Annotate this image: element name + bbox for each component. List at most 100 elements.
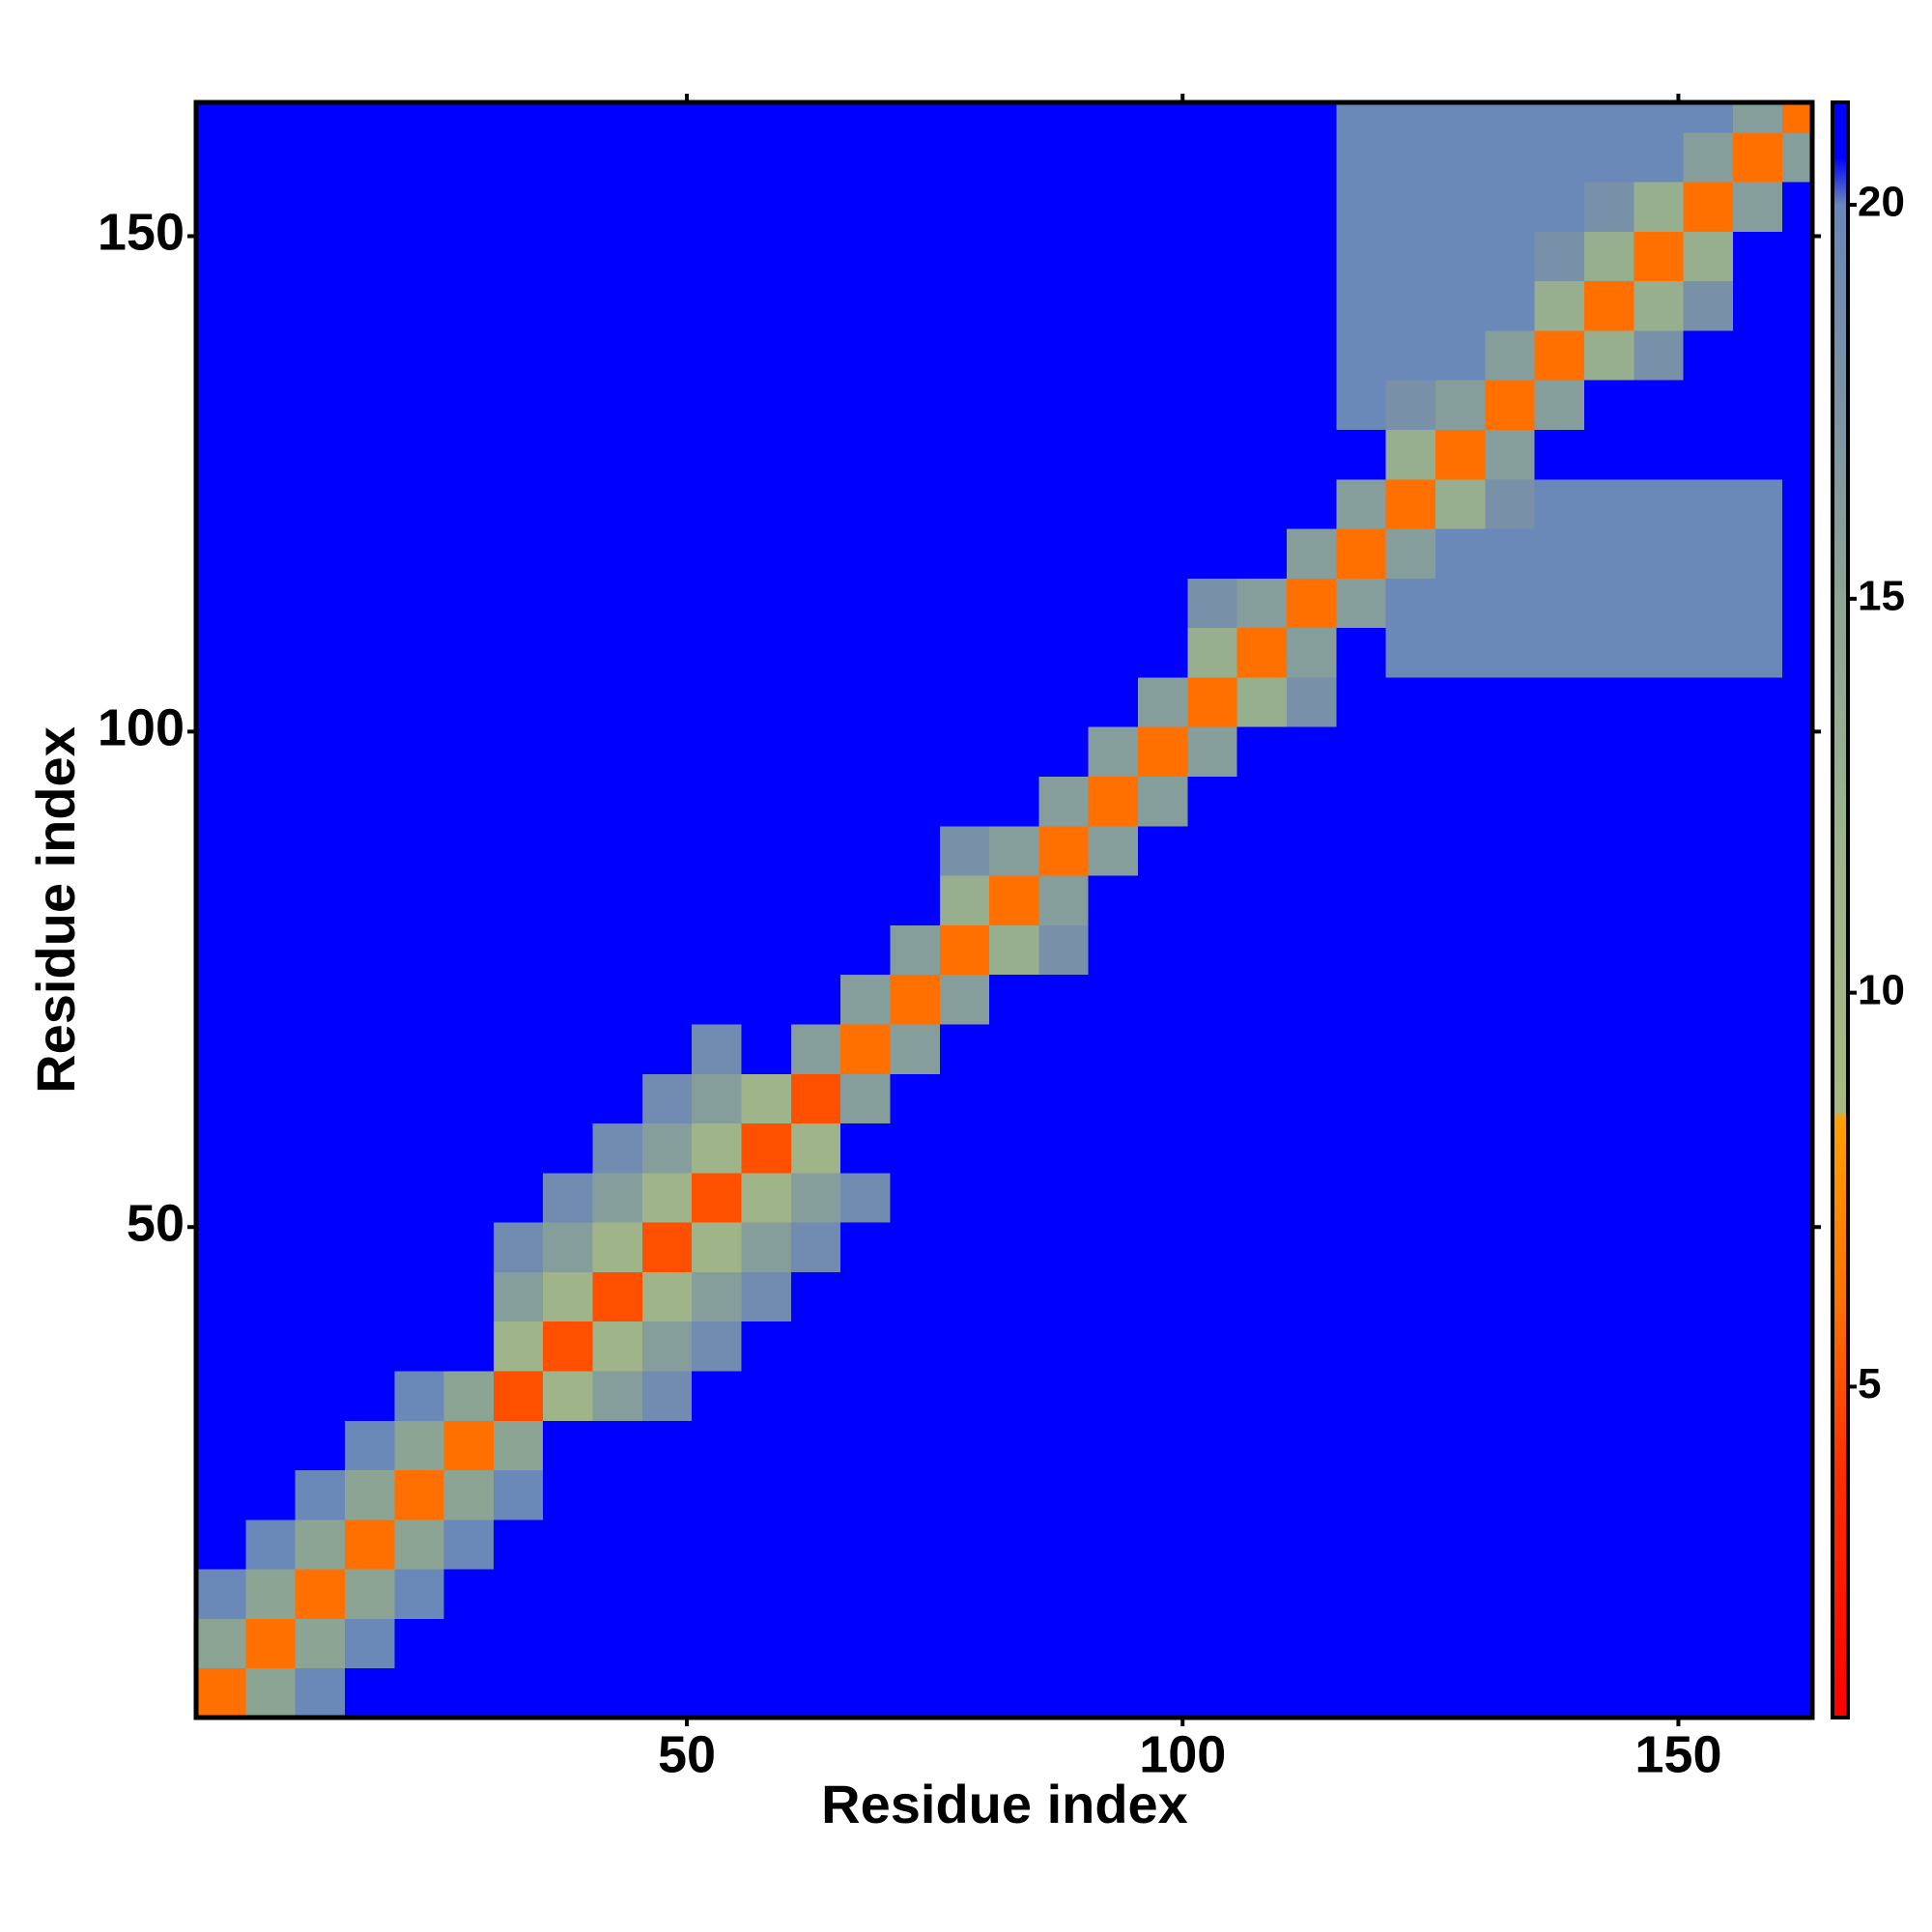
heatmap-cell xyxy=(1038,231,1090,282)
heatmap-cell xyxy=(1138,1519,1188,1570)
heatmap-cell xyxy=(989,429,1039,480)
heatmap-cell xyxy=(641,825,693,876)
heatmap-cell xyxy=(692,776,743,827)
heatmap-cell xyxy=(790,280,841,331)
heatmap-cell xyxy=(641,1271,693,1322)
heatmap-cell xyxy=(1782,1073,1813,1124)
heatmap-cell xyxy=(592,776,643,827)
heatmap-cell xyxy=(1634,924,1685,976)
heatmap-cell xyxy=(245,1321,297,1372)
heatmap-cell xyxy=(1236,1023,1288,1074)
heatmap-cell xyxy=(1435,1370,1486,1421)
heatmap-cell xyxy=(1236,429,1288,480)
heatmap-cell xyxy=(1385,102,1436,133)
heatmap-cell xyxy=(1385,776,1436,827)
heatmap-cell xyxy=(1336,1073,1387,1124)
heatmap-cell xyxy=(245,182,297,232)
heatmap-cell xyxy=(1336,1569,1387,1619)
heatmap-cell xyxy=(692,825,743,876)
heatmap-cell xyxy=(196,578,246,629)
heatmap-cell xyxy=(344,578,395,629)
heatmap-cell xyxy=(1236,974,1288,1025)
heatmap-cell xyxy=(493,776,544,827)
heatmap-cell xyxy=(394,627,445,678)
heatmap-cell xyxy=(493,380,544,431)
heatmap-cell xyxy=(1088,578,1139,629)
heatmap-cell xyxy=(989,231,1039,282)
heatmap-cell xyxy=(196,1023,246,1074)
heatmap-cell xyxy=(245,231,297,282)
heatmap-cell xyxy=(295,1667,346,1719)
heatmap-cell xyxy=(1485,1519,1536,1570)
heatmap-cell xyxy=(1634,528,1685,579)
heatmap-cell xyxy=(1435,231,1486,282)
heatmap-cell xyxy=(295,182,346,232)
heatmap-cell xyxy=(1187,1271,1238,1322)
heatmap-cell xyxy=(1236,726,1288,778)
heatmap-cell xyxy=(493,1667,544,1719)
heatmap-cell xyxy=(1088,1073,1139,1124)
heatmap-cell xyxy=(741,578,792,629)
heatmap-cell xyxy=(295,1321,346,1372)
heatmap-cell xyxy=(939,1222,990,1272)
heatmap-cell xyxy=(1683,528,1734,579)
heatmap-cell xyxy=(1534,974,1585,1025)
heatmap-cell xyxy=(1287,1519,1337,1570)
heatmap-cell xyxy=(1782,875,1813,925)
heatmap-cell xyxy=(196,329,246,381)
heatmap-cell xyxy=(493,231,544,282)
heatmap-cell xyxy=(1336,1420,1387,1471)
heatmap-cell xyxy=(1782,578,1813,629)
heatmap-cell xyxy=(1583,875,1634,925)
heatmap-cell xyxy=(1634,1321,1685,1372)
heatmap-cell xyxy=(1683,825,1734,876)
heatmap-cell xyxy=(840,528,891,579)
heatmap-cell xyxy=(989,280,1039,331)
heatmap-cell xyxy=(1732,478,1783,529)
heatmap-cell xyxy=(1088,1667,1139,1719)
heatmap-cell xyxy=(692,1618,743,1669)
heatmap-cell xyxy=(1583,182,1634,232)
heatmap-cell xyxy=(890,1569,941,1619)
heatmap-cell xyxy=(890,875,941,925)
heatmap-cell xyxy=(1782,1420,1813,1471)
heatmap-cell xyxy=(890,182,941,232)
heatmap-cell xyxy=(1583,1271,1634,1322)
heatmap-cell xyxy=(840,726,891,778)
heatmap-cell xyxy=(1732,1321,1783,1372)
heatmap-cell xyxy=(1287,478,1337,529)
heatmap-cell xyxy=(989,578,1039,629)
heatmap-cell xyxy=(1088,875,1139,925)
heatmap-cell xyxy=(989,1172,1039,1223)
heatmap-cell xyxy=(295,825,346,876)
heatmap-cell xyxy=(641,1667,693,1719)
heatmap-cell xyxy=(989,1469,1039,1520)
heatmap-cell xyxy=(1634,280,1685,331)
heatmap-cell xyxy=(1138,1122,1188,1174)
heatmap-cell xyxy=(1038,1172,1090,1223)
heatmap-cell xyxy=(443,1469,495,1520)
heatmap-cell xyxy=(1088,131,1139,183)
heatmap-cell xyxy=(1534,478,1585,529)
heatmap-cell xyxy=(840,1667,891,1719)
heatmap-cell xyxy=(1634,329,1685,381)
heatmap-cell xyxy=(1385,1222,1436,1272)
heatmap-cell xyxy=(741,1618,792,1669)
heatmap-cell xyxy=(1336,825,1387,876)
heatmap-cell xyxy=(1038,280,1090,331)
heatmap-cell xyxy=(592,329,643,381)
heatmap-cell xyxy=(1236,329,1288,381)
heatmap-cell xyxy=(1534,1321,1585,1372)
colorbar-tick-label: 15 xyxy=(1858,572,1905,619)
heatmap-cell xyxy=(443,182,495,232)
heatmap-cell xyxy=(196,676,246,727)
heatmap-cell xyxy=(245,627,297,678)
heatmap-cell xyxy=(344,974,395,1025)
heatmap-cell xyxy=(1336,1370,1387,1421)
heatmap-cell xyxy=(1038,1222,1090,1272)
heatmap-cell xyxy=(1287,231,1337,282)
heatmap-cell xyxy=(641,1569,693,1619)
heatmap-cell xyxy=(1634,1023,1685,1074)
heatmap-cell xyxy=(1583,1321,1634,1372)
heatmap-cell xyxy=(543,528,594,579)
